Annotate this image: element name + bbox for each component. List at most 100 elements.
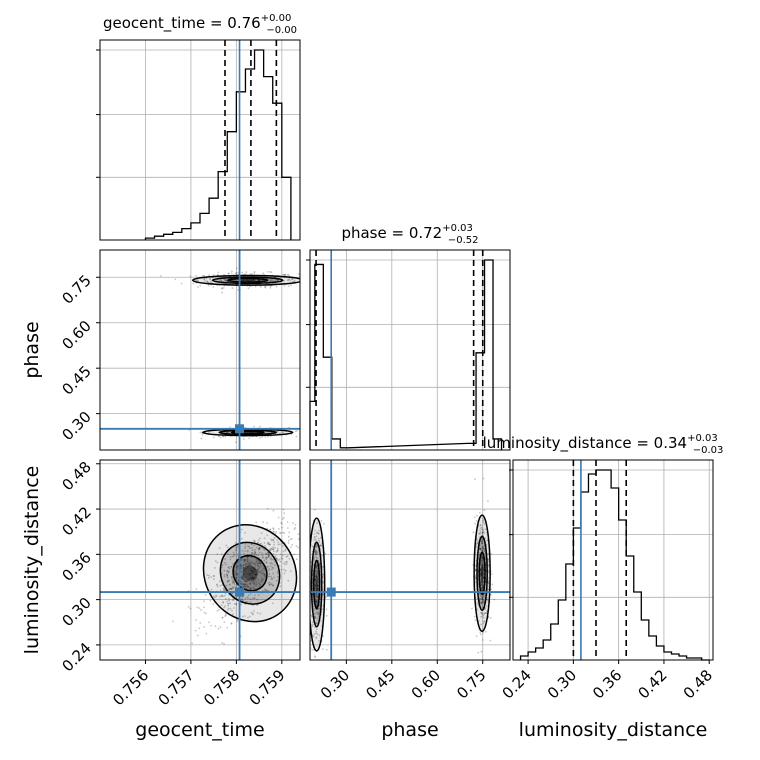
sample-point: [244, 565, 247, 568]
sample-point: [263, 537, 266, 540]
sample-point: [314, 553, 317, 555]
sample-point: [249, 587, 252, 590]
sample-point: [269, 528, 272, 531]
sample-point: [227, 602, 229, 605]
sample-point: [283, 568, 286, 571]
sample-point: [241, 575, 244, 578]
sample-point: [297, 533, 300, 536]
sample-point: [279, 560, 282, 563]
sample-point: [315, 600, 317, 603]
title-plus-error: +0.03: [442, 223, 473, 234]
sample-point: [252, 567, 255, 570]
sample-point: [272, 278, 274, 281]
sample-point: [244, 585, 247, 588]
sample-point: [269, 528, 271, 531]
sample-point: [216, 561, 219, 564]
sample-point: [480, 545, 483, 548]
sample-point: [283, 562, 285, 565]
sample-point: [305, 549, 307, 551]
sample-point: [482, 547, 485, 550]
sample-point: [314, 551, 317, 554]
sample-point: [244, 547, 246, 550]
sample-point: [315, 567, 318, 569]
sample-point: [278, 558, 281, 561]
xtick-label: 0.24: [499, 666, 535, 702]
sample-point: [240, 581, 242, 583]
sample-point: [478, 532, 481, 534]
sample-point: [264, 435, 267, 438]
sample-point: [228, 588, 231, 590]
sample-point: [204, 612, 207, 615]
sample-point: [242, 566, 245, 569]
sample-point: [236, 567, 239, 570]
sample-point: [315, 600, 318, 602]
sample-point: [279, 585, 282, 588]
sample-point: [480, 583, 483, 585]
sample-point: [289, 279, 292, 282]
sample-point: [257, 554, 260, 557]
sample-point: [240, 565, 242, 567]
sample-point: [258, 279, 260, 282]
sample-point: [228, 567, 231, 570]
sample-point: [262, 573, 265, 576]
sample-point: [231, 586, 234, 588]
sample-point: [248, 582, 251, 585]
sample-point: [248, 576, 251, 579]
sample-point: [317, 661, 319, 663]
sample-point: [220, 553, 223, 556]
sample-point: [246, 567, 249, 570]
sample-point: [272, 584, 275, 587]
sample-point: [232, 563, 234, 565]
sample-point: [253, 580, 255, 583]
sample-point: [476, 541, 479, 544]
sample-point: [480, 601, 482, 604]
sample-point: [270, 583, 273, 585]
sample-point: [257, 279, 260, 282]
sample-point: [230, 587, 232, 590]
sample-point: [480, 568, 483, 570]
sample-point: [314, 535, 316, 538]
sample-point: [263, 574, 266, 577]
sample-point: [479, 547, 482, 550]
sample-point: [274, 532, 277, 535]
sample-point: [221, 641, 223, 644]
sample-point: [476, 602, 479, 604]
sample-point: [481, 603, 483, 605]
sample-point: [316, 588, 319, 590]
sample-point: [231, 582, 234, 585]
sample-point: [251, 580, 254, 583]
sample-point: [228, 602, 230, 605]
sample-point: [257, 539, 260, 542]
sample-point: [253, 577, 255, 580]
sample-point: [258, 585, 261, 588]
sample-point: [316, 532, 319, 534]
sample-point: [250, 565, 252, 567]
sample-point: [480, 549, 483, 552]
sample-point: [480, 601, 483, 604]
histogram-luminosity_distance: [519, 469, 710, 661]
sample-point: [318, 541, 321, 543]
sample-point: [216, 585, 219, 588]
sample-point: [227, 571, 230, 573]
sample-point: [487, 577, 490, 579]
sample-point: [256, 572, 259, 575]
sample-point: [481, 557, 484, 560]
sample-point: [209, 599, 212, 602]
sample-point: [240, 582, 243, 585]
sample-point: [297, 538, 300, 540]
sample-point: [257, 581, 260, 584]
sample-point: [243, 569, 246, 572]
sample-point: [293, 528, 296, 531]
sample-point: [215, 594, 217, 597]
sample-point: [315, 604, 318, 607]
sample-point: [246, 279, 249, 282]
sample-point: [315, 583, 318, 586]
xaxis-label: phase: [381, 719, 438, 741]
sample-point: [285, 555, 288, 558]
sample-point: [271, 583, 273, 586]
sample-point: [217, 435, 220, 438]
sample-point: [482, 567, 485, 570]
sample-point: [481, 546, 484, 549]
sample-point: [246, 558, 249, 561]
sample-point: [256, 604, 259, 607]
